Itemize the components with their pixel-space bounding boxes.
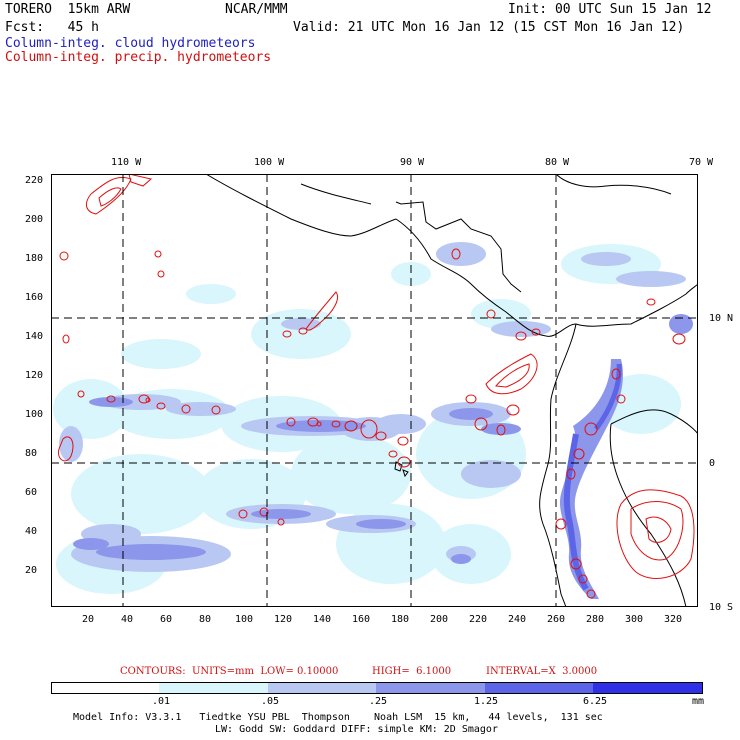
- contour-interval: INTERVAL=X 3.0000: [486, 666, 598, 677]
- scale-threshold: .01: [152, 696, 171, 707]
- contour-high: HIGH= 6.1000: [372, 666, 452, 677]
- scale-bin: [485, 682, 593, 694]
- contour-units: CONTOURS: UNITS=mm LOW= 0.10000: [120, 666, 339, 677]
- init-time: Init: 00 UTC Sun 15 Jan 12: [508, 2, 712, 17]
- y-tick-label: 40: [25, 526, 38, 537]
- scale-bin: [268, 682, 376, 694]
- lon-label: 70 W: [689, 157, 714, 168]
- x-tick-label: 120: [274, 614, 293, 625]
- x-tick-label: 80: [199, 614, 212, 625]
- lat-label: 10 S: [709, 602, 734, 613]
- scale-bin: [593, 682, 703, 694]
- precip-contours: [57, 174, 695, 599]
- precip-field-label: Column-integ. precip. hydrometeors: [5, 50, 272, 65]
- lon-label: 100 W: [254, 157, 285, 168]
- y-tick-label: 220: [25, 175, 44, 186]
- lat-lon-grid: [51, 174, 698, 607]
- valid-time: Valid: 21 UTC Mon 16 Jan 12 (15 CST Mon …: [293, 20, 685, 35]
- y-tick-label: 160: [25, 292, 44, 303]
- scale-threshold: 6.25: [583, 696, 608, 707]
- cloud-field-label: Column-integ. cloud hydrometeors: [5, 36, 256, 51]
- scale-threshold: 1.25: [474, 696, 499, 707]
- scale-bin: [159, 682, 268, 694]
- scale-threshold: .05: [261, 696, 280, 707]
- x-tick-label: 40: [121, 614, 134, 625]
- x-tick-label: 320: [664, 614, 683, 625]
- x-tick-label: 280: [586, 614, 605, 625]
- y-tick-label: 100: [25, 409, 44, 420]
- lon-label: 90 W: [400, 157, 425, 168]
- x-tick-label: 220: [469, 614, 488, 625]
- x-tick-label: 200: [430, 614, 449, 625]
- lat-label: 0: [709, 458, 716, 469]
- y-tick-label: 80: [25, 448, 38, 459]
- y-tick-label: 200: [25, 214, 44, 225]
- cloud-shading: [53, 242, 693, 599]
- y-tick-label: 60: [25, 487, 38, 498]
- scale-bin: [376, 682, 485, 694]
- model-title: TORERO 15km ARW: [5, 2, 131, 17]
- forecast-map: [51, 174, 698, 607]
- lat-label: 10 N: [709, 313, 734, 324]
- scale-units: mm: [692, 696, 705, 707]
- y-tick-label: 140: [25, 331, 44, 342]
- x-tick-label: 160: [352, 614, 371, 625]
- y-tick-label: 120: [25, 370, 44, 381]
- x-tick-label: 100: [235, 614, 254, 625]
- color-scale-bar: [51, 682, 703, 694]
- x-tick-label: 300: [625, 614, 644, 625]
- x-tick-label: 240: [508, 614, 527, 625]
- x-tick-label: 60: [160, 614, 173, 625]
- forecast-hour: Fcst: 45 h: [5, 20, 99, 35]
- coastline: [205, 174, 698, 607]
- lon-label: 80 W: [545, 157, 570, 168]
- x-tick-label: 180: [391, 614, 410, 625]
- model-info-line1: Model Info: V3.3.1 Tiedtke YSU PBL Thomp…: [73, 712, 603, 723]
- x-tick-label: 140: [313, 614, 332, 625]
- y-tick-label: 20: [25, 565, 38, 576]
- organization: NCAR/MMM: [225, 2, 288, 17]
- lon-label: 110 W: [111, 157, 142, 168]
- x-tick-label: 20: [82, 614, 95, 625]
- scale-bin: [51, 682, 159, 694]
- x-tick-label: 260: [547, 614, 566, 625]
- scale-threshold: .25: [369, 696, 388, 707]
- model-info-line2: LW: Godd SW: Goddard DIFF: simple KM: 2D…: [215, 724, 498, 735]
- y-tick-label: 180: [25, 253, 44, 264]
